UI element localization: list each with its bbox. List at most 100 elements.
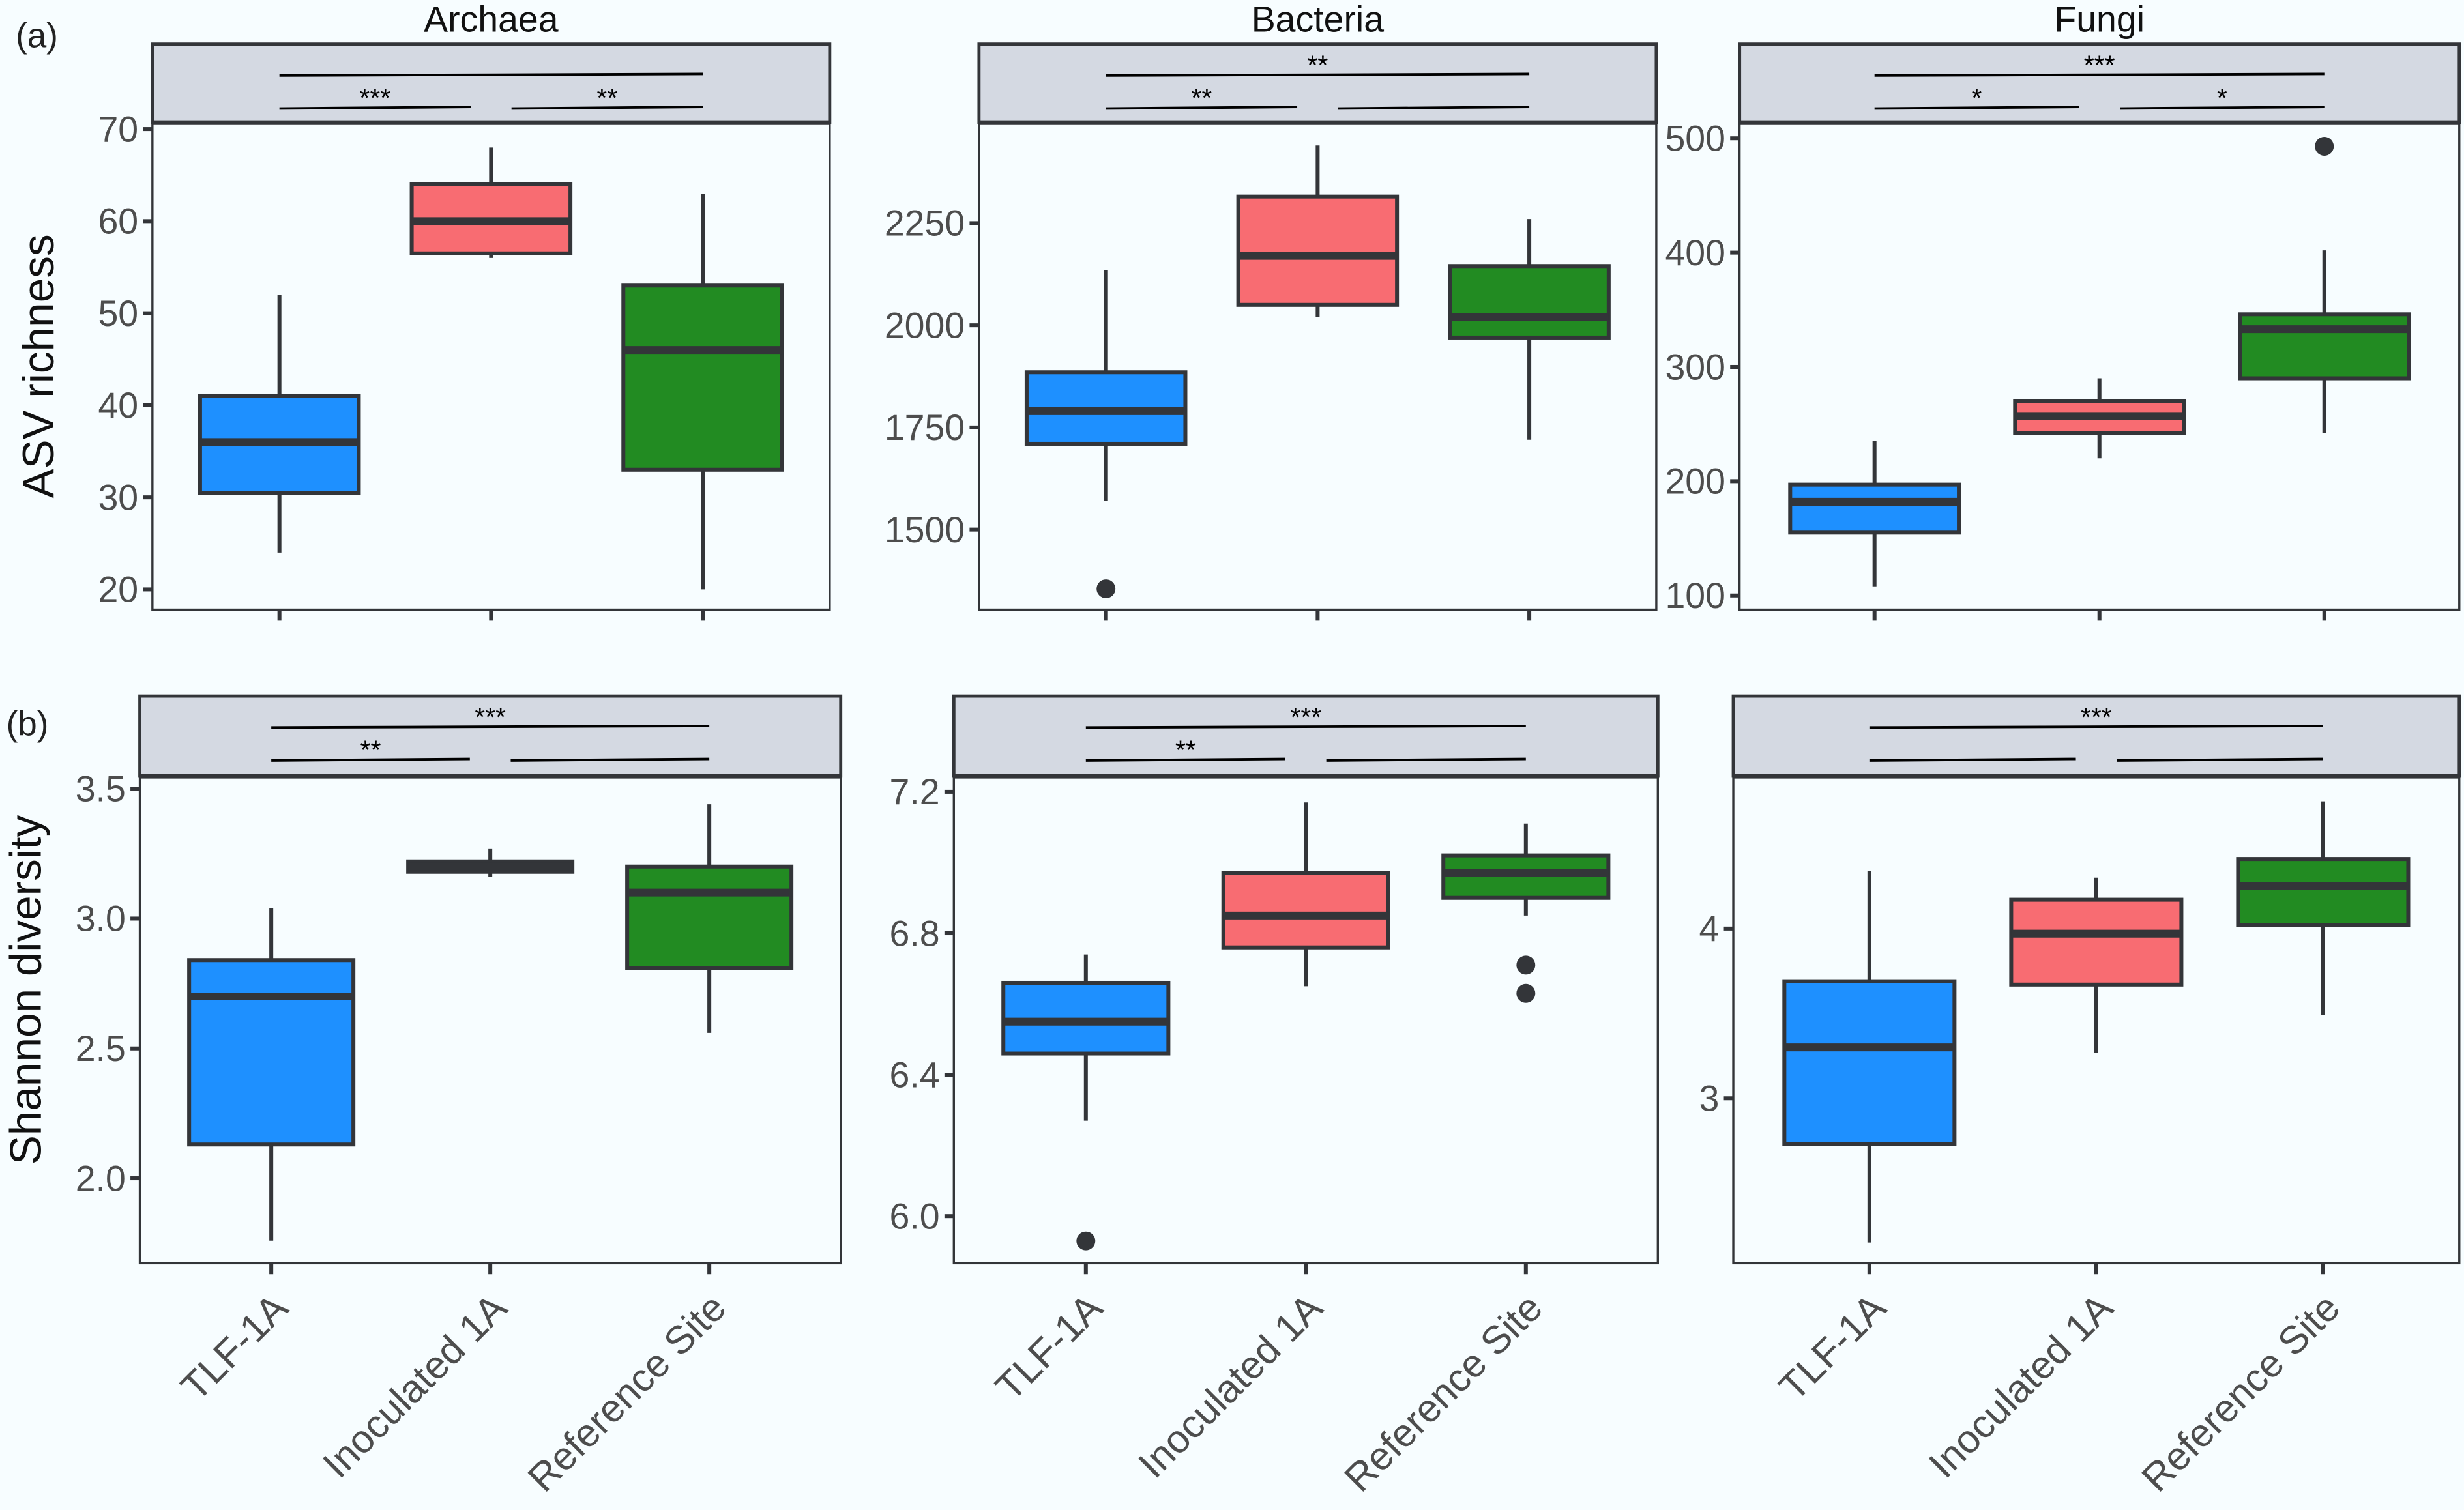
y-tick-label: 300 bbox=[1665, 347, 1725, 387]
panel-bacteria-1: Bacteria ** ** 1500 1750 2000 2250 bbox=[885, 0, 1658, 621]
y-tick-label: 6.8 bbox=[890, 913, 940, 953]
y-tick-label: 200 bbox=[1665, 461, 1725, 502]
significance-bracket bbox=[1085, 757, 1285, 762]
box-inoculated-1a bbox=[1221, 802, 1390, 987]
significance-bracket bbox=[1874, 72, 2325, 77]
box-tlf-1a bbox=[198, 295, 361, 553]
outlier-point bbox=[1096, 579, 1116, 598]
y-tick-label: 20 bbox=[98, 570, 138, 610]
significance-label: ** bbox=[1307, 50, 1328, 80]
box-reference-site bbox=[1441, 823, 1611, 1003]
box-iqr bbox=[2238, 312, 2411, 381]
significance-bracket bbox=[1869, 724, 2323, 729]
box-inoculated-1a bbox=[409, 147, 573, 258]
significance-label: *** bbox=[2084, 50, 2115, 80]
significance-label: ** bbox=[1191, 83, 1212, 113]
y-tick-label: 3.5 bbox=[76, 768, 126, 809]
y-tick-label: 4 bbox=[1699, 908, 1719, 949]
y-tick-label: 70 bbox=[98, 109, 138, 149]
y-tick-label: 2250 bbox=[885, 203, 965, 244]
significance-bracket bbox=[279, 72, 703, 77]
significance-label: ** bbox=[596, 83, 617, 113]
significance-bracket bbox=[511, 106, 703, 110]
y-tick-label: 60 bbox=[98, 201, 138, 242]
panel-tag-b: (b) bbox=[7, 704, 49, 743]
box-iqr bbox=[621, 283, 784, 472]
significance-bracket bbox=[279, 106, 471, 110]
strip-background bbox=[151, 42, 832, 124]
y-tick-label: 3 bbox=[1699, 1079, 1719, 1119]
strip-background bbox=[1731, 694, 2461, 778]
significance-label: *** bbox=[1290, 702, 1321, 732]
box-reference-site bbox=[1448, 219, 1611, 440]
box-iqr bbox=[625, 864, 794, 970]
y-tick-label: 2.0 bbox=[76, 1158, 126, 1198]
y-tick-label: 400 bbox=[1665, 233, 1725, 273]
significance-bracket bbox=[1106, 72, 1530, 77]
y-tick-label: 100 bbox=[1665, 575, 1725, 616]
significance-bracket bbox=[1874, 106, 2079, 110]
significance-bracket bbox=[1869, 757, 2076, 762]
box-inoculated-1a bbox=[2009, 877, 2184, 1053]
significance-bracket bbox=[271, 724, 710, 729]
significance-label: * bbox=[1972, 83, 1982, 113]
panel-title: Archaea bbox=[424, 0, 559, 39]
box-tlf-1a bbox=[1024, 270, 1188, 598]
box-inoculated-1a bbox=[406, 848, 575, 877]
box-reference-site bbox=[621, 193, 784, 590]
significance-bracket bbox=[271, 757, 470, 762]
y-tick-label: 1750 bbox=[885, 407, 965, 448]
significance-bracket bbox=[1326, 757, 1526, 762]
significance-label: *** bbox=[2081, 702, 2112, 732]
significance-label: *** bbox=[359, 83, 390, 113]
y-tick-label: 500 bbox=[1665, 119, 1725, 159]
box-tlf-1a bbox=[1782, 871, 1957, 1243]
y-tick-label: 6.0 bbox=[890, 1196, 940, 1236]
panel-title: Fungi bbox=[2054, 0, 2145, 39]
panel-title: Bacteria bbox=[1252, 0, 1385, 39]
box-iqr bbox=[1788, 482, 1961, 535]
box-iqr bbox=[1236, 194, 1400, 307]
box-tlf-1a bbox=[187, 908, 356, 1241]
box-inoculated-1a bbox=[2013, 378, 2186, 459]
y-tick-label: 40 bbox=[98, 385, 138, 426]
y-tick-label: 7.2 bbox=[890, 772, 940, 812]
significance-bracket bbox=[2120, 106, 2325, 110]
outlier-point bbox=[1516, 983, 1536, 1003]
y-tick-label: 1500 bbox=[885, 510, 965, 550]
box-reference-site bbox=[2238, 137, 2411, 433]
panel-tag-a: (a) bbox=[16, 16, 58, 55]
box-inoculated-1a bbox=[1236, 145, 1400, 317]
significance-bracket bbox=[510, 757, 710, 762]
box-tlf-1a bbox=[1788, 441, 1961, 587]
significance-label: ** bbox=[360, 735, 381, 765]
significance-bracket bbox=[1338, 106, 1530, 110]
y-tick-label: 2.5 bbox=[76, 1028, 126, 1069]
box-iqr bbox=[1221, 871, 1390, 950]
box-iqr bbox=[2009, 897, 2184, 987]
strip-background bbox=[952, 694, 1660, 778]
y-tick-label: 2000 bbox=[885, 305, 965, 345]
box-reference-site bbox=[625, 804, 794, 1033]
box-reference-site bbox=[2236, 801, 2411, 1015]
significance-bracket bbox=[2117, 757, 2323, 762]
strip-background bbox=[138, 694, 843, 778]
y-tick-label: 50 bbox=[98, 293, 138, 334]
significance-bracket bbox=[1106, 106, 1298, 110]
y-tick-label: 3.0 bbox=[76, 899, 126, 939]
strip-background bbox=[1738, 42, 2461, 124]
box-iqr bbox=[1782, 979, 1957, 1146]
significance-label: * bbox=[2217, 83, 2227, 113]
significance-label: ** bbox=[1175, 735, 1196, 765]
outlier-point bbox=[2315, 137, 2334, 156]
y-axis-label-richness: ASV richness bbox=[14, 234, 63, 498]
significance-label: *** bbox=[475, 702, 506, 732]
y-axis-label-shannon: Shannon diversity bbox=[2, 815, 51, 1165]
y-tick-label: 30 bbox=[98, 477, 138, 517]
box-iqr bbox=[1448, 264, 1611, 340]
strip-background bbox=[977, 42, 1658, 124]
outlier-point bbox=[1516, 955, 1536, 975]
